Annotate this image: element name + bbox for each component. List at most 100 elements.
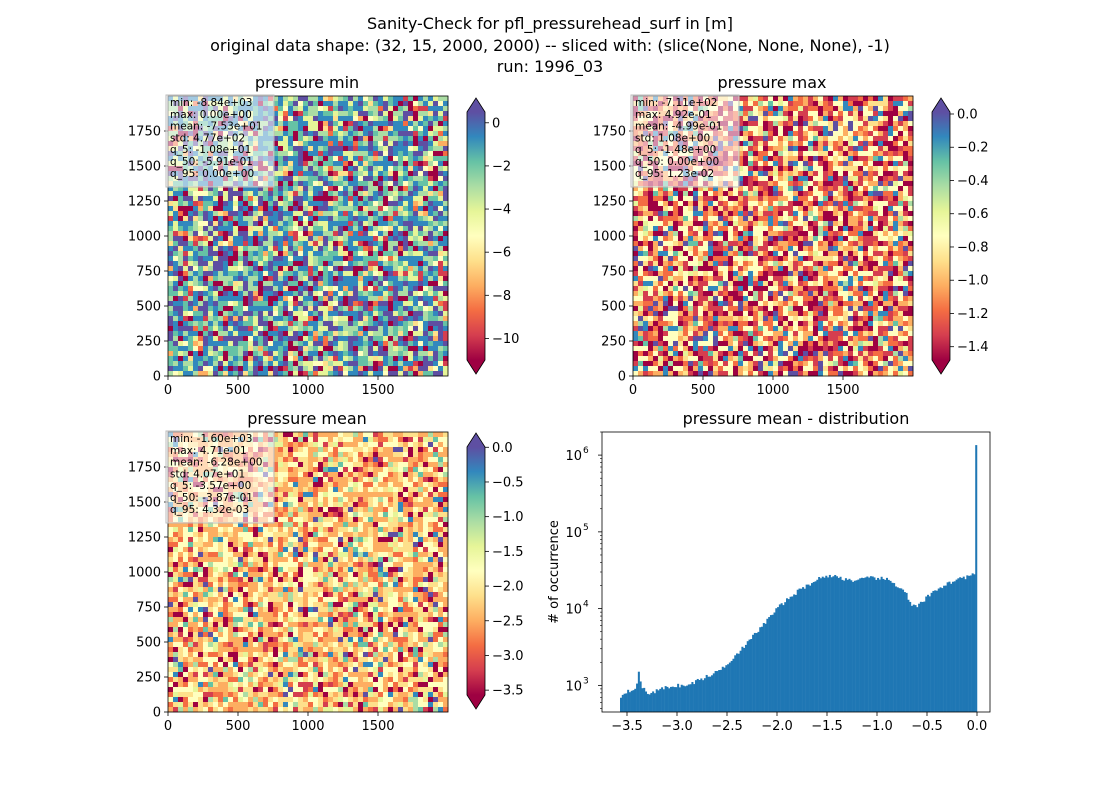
heatmap-cell: [363, 101, 369, 107]
heatmap-cell: [753, 246, 759, 252]
heatmap-cell: [798, 136, 804, 142]
heatmap-cell: [313, 106, 319, 112]
heatmap-cell: [398, 221, 404, 227]
heatmap-cell: [408, 341, 414, 347]
heatmap-cell: [253, 286, 259, 292]
heatmap-cell: [283, 271, 289, 277]
heatmap-cell: [373, 316, 379, 322]
heatmap-cell: [213, 316, 219, 322]
heatmap-cell: [398, 266, 404, 272]
heatmap-cell: [883, 241, 889, 247]
heatmap-cell: [368, 196, 374, 202]
heatmap-cell: [838, 121, 844, 127]
heatmap-cell: [318, 141, 324, 147]
heatmap-cell: [283, 96, 289, 102]
heatmap-cell: [703, 206, 709, 212]
heatmap-cell: [633, 216, 639, 222]
heatmap-cell: [318, 166, 324, 172]
heatmap-cell: [843, 106, 849, 112]
heatmap-cell: [368, 266, 374, 272]
heatmap-cell: [223, 346, 229, 352]
heatmap-cell: [178, 371, 184, 377]
heatmap-cell: [308, 371, 314, 377]
heatmap-cell: [438, 96, 444, 102]
heatmap-cell: [758, 161, 764, 167]
heatmap-cell: [348, 186, 354, 192]
heatmap-cell: [303, 141, 309, 147]
heatmap-cell: [433, 341, 439, 347]
heatmap-cell: [698, 221, 704, 227]
heatmap-cell: [308, 101, 314, 107]
heatmap-cell: [348, 321, 354, 327]
heatmap-cell: [303, 331, 309, 337]
heatmap-cell: [383, 161, 389, 167]
heatmap-cell: [363, 236, 369, 242]
heatmap-cell: [418, 261, 424, 267]
heatmap-cell: [398, 276, 404, 282]
heatmap-cell: [728, 221, 734, 227]
heatmap-cell: [423, 236, 429, 242]
heatmap-cell: [433, 111, 439, 117]
heatmap-cell: [798, 221, 804, 227]
heatmap-cell: [763, 106, 769, 112]
heatmap-cell: [338, 161, 344, 167]
heatmap-cell: [288, 101, 294, 107]
heatmap-cell: [193, 221, 199, 227]
heatmap-cell: [818, 221, 824, 227]
heatmap-cell: [398, 181, 404, 187]
heatmap-cell: [798, 191, 804, 197]
heatmap-cell: [713, 186, 719, 192]
heatmap-cell: [633, 246, 639, 252]
heatmap-cell: [833, 236, 839, 242]
heatmap-cell: [663, 216, 669, 222]
heatmap-cell: [303, 121, 309, 127]
heatmap-cell: [703, 231, 709, 237]
heatmap-cell: [308, 336, 314, 342]
heatmap-cell: [273, 281, 279, 287]
heatmap-cell: [388, 116, 394, 122]
heatmap-cell: [178, 321, 184, 327]
heatmap-cell: [818, 151, 824, 157]
heatmap-cell: [433, 266, 439, 272]
heatmap-cell: [258, 361, 264, 367]
heatmap-cell: [393, 131, 399, 137]
heatmap-cell: [828, 216, 834, 222]
heatmap-cell: [703, 216, 709, 222]
colorbar-tick-label: −8: [492, 289, 511, 304]
heatmap-cell: [288, 226, 294, 232]
heatmap-cell: [378, 276, 384, 282]
heatmap-cell: [738, 226, 744, 232]
heatmap-cell: [793, 226, 799, 232]
heatmap-cell: [288, 266, 294, 272]
heatmap-cell: [853, 191, 859, 197]
heatmap-cell: [388, 206, 394, 212]
heatmap-cell: [298, 296, 304, 302]
heatmap-cell: [438, 101, 444, 107]
heatmap-cell: [888, 101, 894, 107]
heatmap-cell: [258, 236, 264, 242]
heatmap-cell: [193, 241, 199, 247]
heatmap-cell: [848, 191, 854, 197]
heatmap-cell: [393, 266, 399, 272]
heatmap-cell: [298, 111, 304, 117]
heatmap-cell: [878, 176, 884, 182]
heatmap-cell: [698, 241, 704, 247]
stats-line: max: 0.00e+00: [170, 109, 252, 121]
heatmap-cell: [408, 166, 414, 172]
heatmap-cell: [173, 186, 179, 192]
heatmap-cell: [373, 196, 379, 202]
heatmap-cell: [908, 216, 914, 222]
heatmap-cell: [383, 291, 389, 297]
heatmap-cell: [798, 226, 804, 232]
figure-title-line-2: original data shape: (32, 15, 2000, 2000…: [210, 36, 890, 55]
heatmap-cell: [778, 136, 784, 142]
heatmap-cell: [408, 266, 414, 272]
heatmap-cell: [333, 266, 339, 272]
heatmap-cell: [848, 171, 854, 177]
heatmap-cell: [168, 216, 174, 222]
heatmap-cell: [433, 256, 439, 262]
heatmap-cell: [248, 261, 254, 267]
heatmap-cell: [293, 351, 299, 357]
heatmap-cell: [778, 151, 784, 157]
heatmap-cell: [888, 216, 894, 222]
